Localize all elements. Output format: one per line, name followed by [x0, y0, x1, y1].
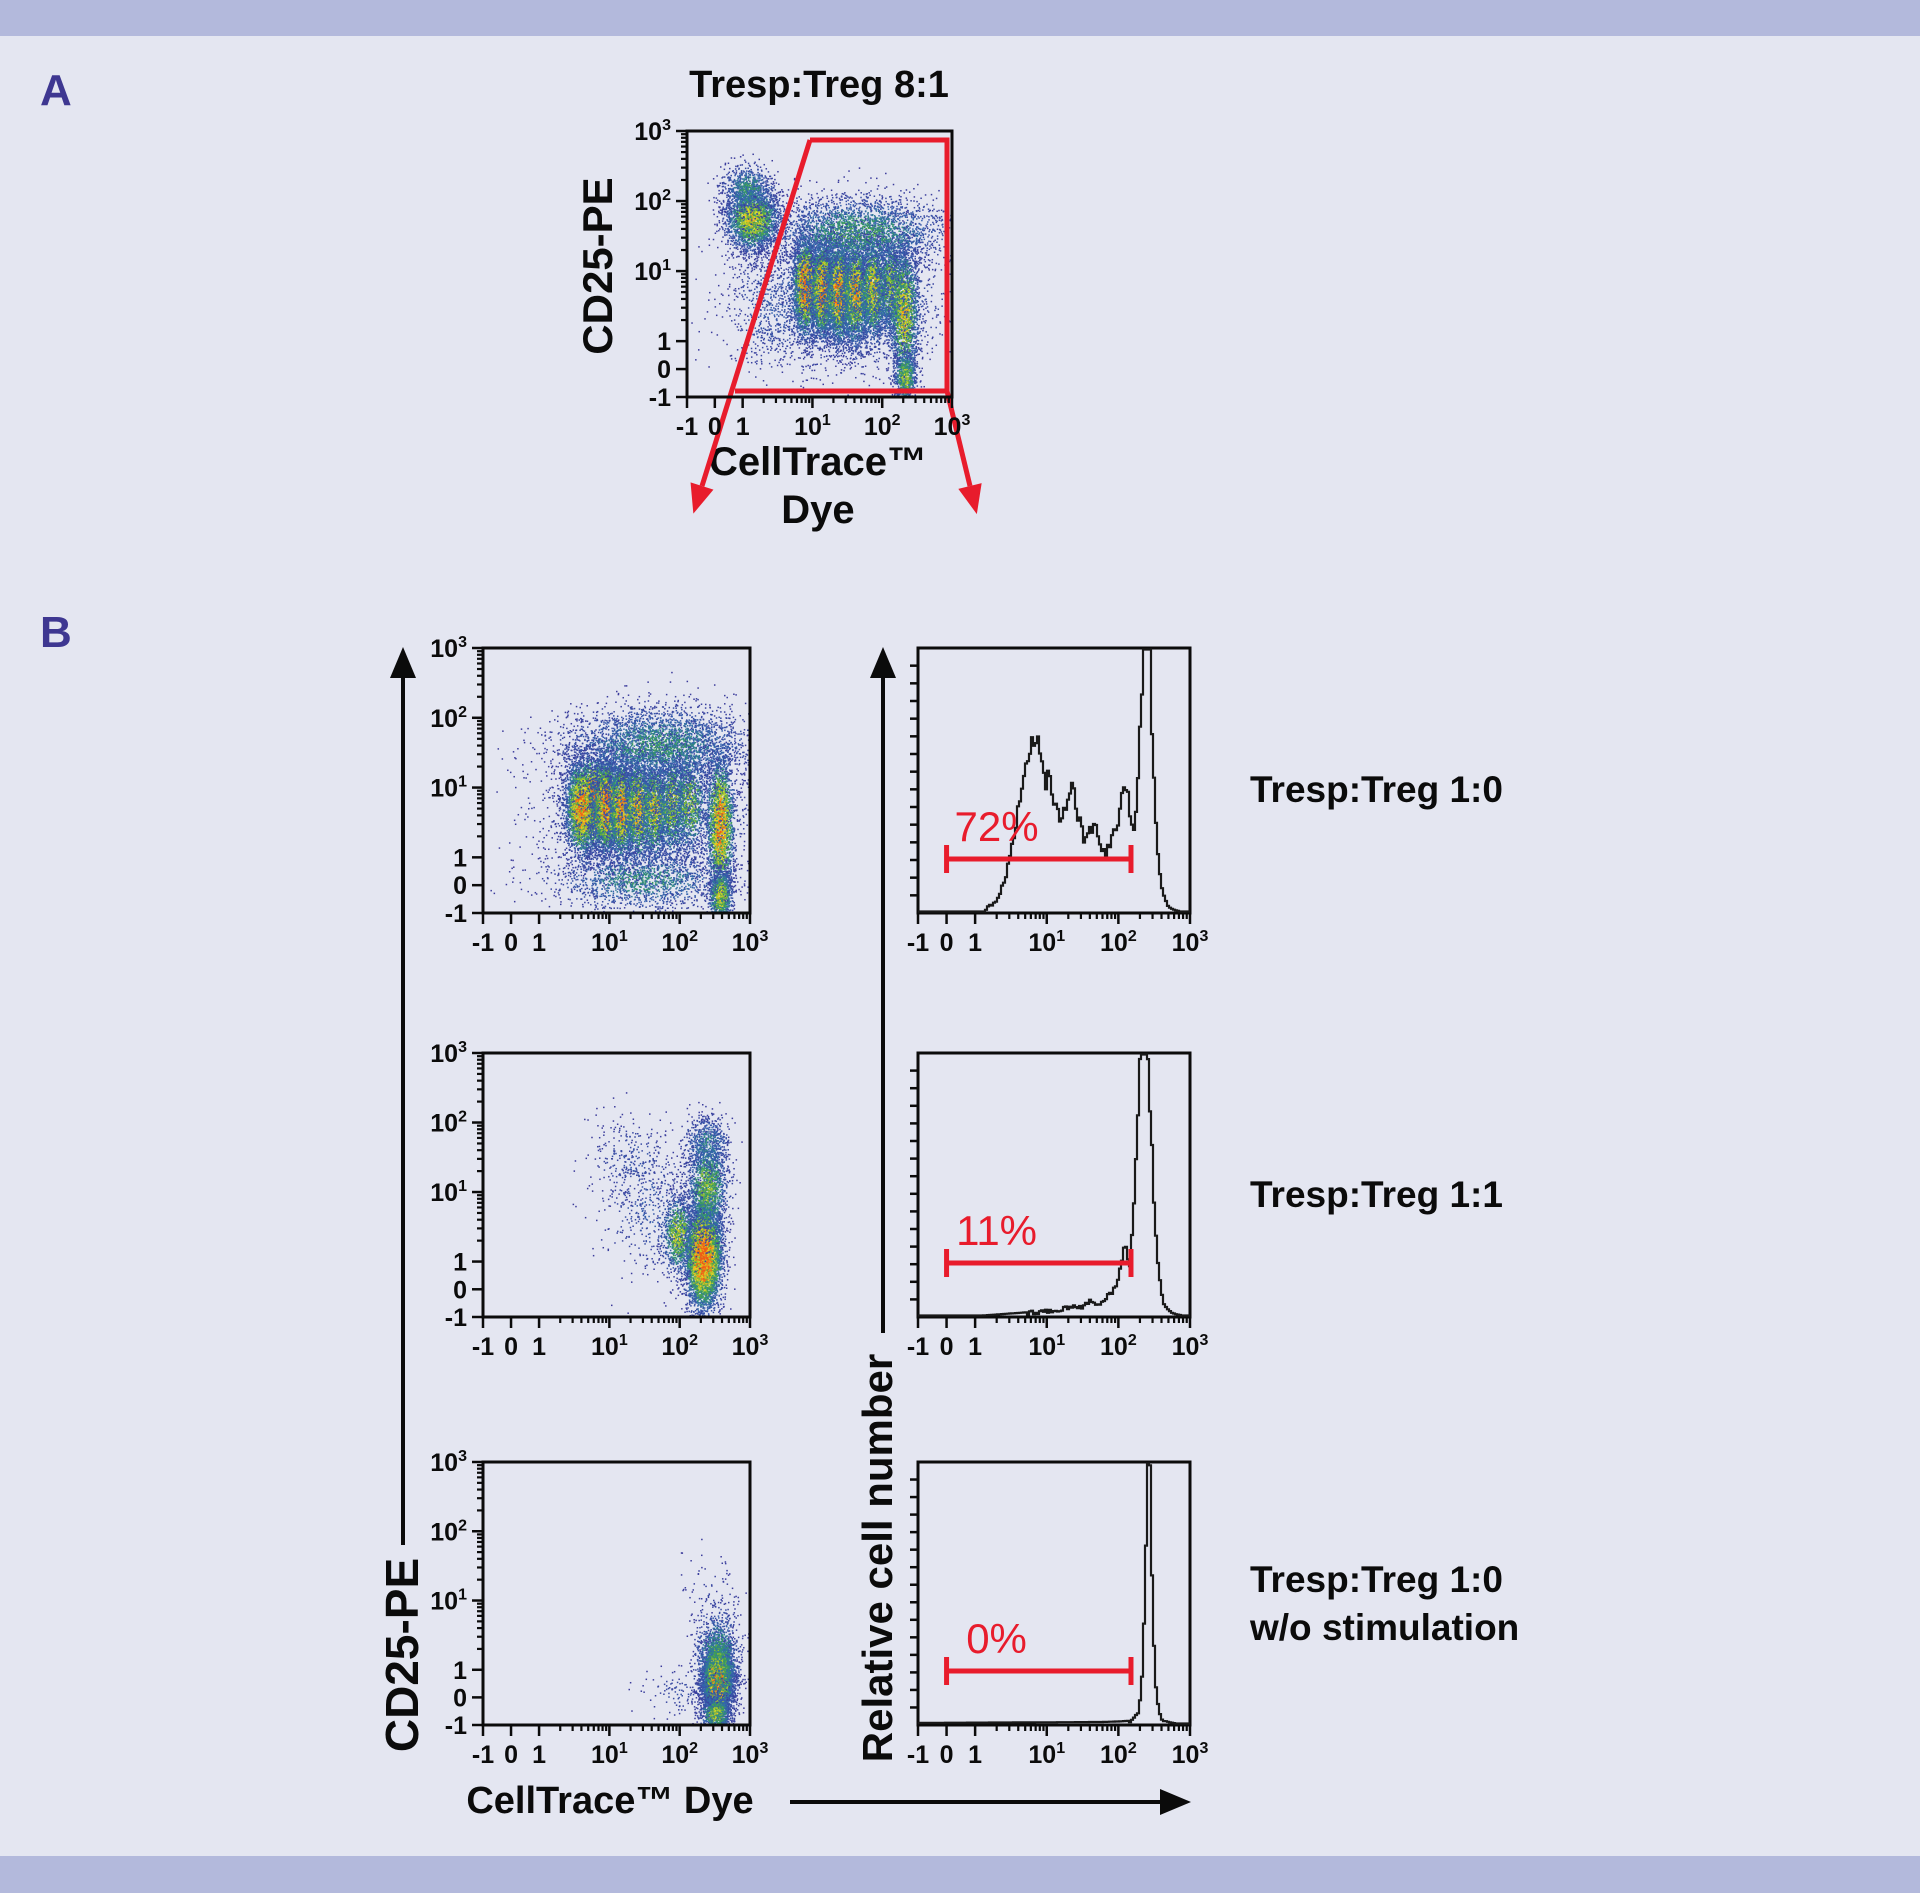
svg-text:1: 1: [453, 844, 467, 872]
svg-text:102: 102: [661, 928, 698, 957]
svg-text:1: 1: [532, 929, 546, 957]
svg-text:102: 102: [1100, 1740, 1137, 1769]
svg-text:103: 103: [1172, 928, 1209, 957]
svg-text:0: 0: [453, 1276, 467, 1304]
svg-text:0: 0: [453, 872, 467, 900]
panel-b-letter: B: [40, 608, 72, 657]
svg-text:103: 103: [732, 928, 769, 957]
svg-text:1: 1: [532, 1741, 546, 1769]
svg-text:101: 101: [634, 257, 671, 286]
svg-text:101: 101: [430, 1587, 467, 1616]
panel-b-x-axis-label: CellTrace™ Dye: [466, 1780, 754, 1822]
svg-text:101: 101: [591, 928, 628, 957]
panel-a-x-axis-label-line2: Dye: [781, 488, 855, 532]
svg-text:103: 103: [634, 117, 671, 146]
svg-text:0: 0: [940, 1741, 954, 1769]
svg-text:0: 0: [940, 1333, 954, 1361]
svg-text:-1: -1: [676, 413, 698, 441]
svg-text:102: 102: [661, 1740, 698, 1769]
svg-text:11%: 11%: [956, 1207, 1037, 1254]
svg-text:101: 101: [591, 1332, 628, 1361]
svg-text:103: 103: [934, 412, 971, 441]
svg-text:102: 102: [430, 704, 467, 733]
svg-text:0: 0: [504, 929, 518, 957]
svg-text:-1: -1: [907, 929, 929, 957]
bottom-band: [0, 1856, 1920, 1893]
svg-text:1: 1: [968, 1333, 982, 1361]
svg-text:101: 101: [430, 1178, 467, 1207]
svg-text:101: 101: [1028, 1740, 1065, 1769]
svg-text:103: 103: [1172, 1740, 1209, 1769]
svg-text:-1: -1: [445, 1304, 467, 1332]
svg-text:103: 103: [430, 1039, 467, 1068]
svg-text:101: 101: [1028, 1332, 1065, 1361]
svg-text:-1: -1: [907, 1741, 929, 1769]
svg-text:101: 101: [591, 1740, 628, 1769]
svg-text:102: 102: [1100, 1332, 1137, 1361]
svg-text:1: 1: [453, 1249, 467, 1277]
density-plot-row1: [483, 648, 750, 913]
svg-text:1: 1: [968, 1741, 982, 1769]
density-plot-row2: [483, 1053, 750, 1317]
panel-a-x-axis-label-line1: CellTrace™: [709, 440, 927, 484]
svg-text:103: 103: [430, 634, 467, 663]
row-label-3-line2: w/o stimulation: [1250, 1607, 1520, 1648]
svg-text:-1: -1: [472, 1333, 494, 1361]
density-plot-row3: [483, 1462, 750, 1725]
panel-a-title: Tresp:Treg 8:1: [689, 64, 949, 106]
svg-text:-1: -1: [472, 1741, 494, 1769]
svg-text:1: 1: [736, 413, 750, 441]
svg-text:102: 102: [430, 1517, 467, 1546]
svg-text:103: 103: [430, 1448, 467, 1477]
svg-text:101: 101: [430, 774, 467, 803]
svg-text:-1: -1: [649, 384, 671, 412]
top-band: [0, 0, 1920, 36]
svg-text:1: 1: [968, 929, 982, 957]
svg-text:102: 102: [1100, 928, 1137, 957]
svg-text:0%: 0%: [966, 1615, 1027, 1662]
svg-text:103: 103: [732, 1740, 769, 1769]
svg-text:101: 101: [1028, 928, 1065, 957]
svg-text:0: 0: [504, 1741, 518, 1769]
row-label-2: Tresp:Treg 1:1: [1250, 1174, 1503, 1215]
svg-text:103: 103: [732, 1332, 769, 1361]
panel-a-density-plot: [687, 131, 952, 397]
svg-text:102: 102: [864, 412, 901, 441]
svg-text:0: 0: [708, 413, 722, 441]
svg-text:102: 102: [634, 187, 671, 216]
svg-text:-1: -1: [907, 1333, 929, 1361]
svg-text:-1: -1: [472, 929, 494, 957]
svg-text:102: 102: [430, 1109, 467, 1138]
row-label-1: Tresp:Treg 1:0: [1250, 769, 1503, 810]
row-label-3-line1: Tresp:Treg 1:0: [1250, 1559, 1503, 1600]
svg-text:102: 102: [661, 1332, 698, 1361]
svg-text:101: 101: [794, 412, 831, 441]
svg-text:0: 0: [504, 1333, 518, 1361]
svg-text:72%: 72%: [955, 803, 1039, 850]
svg-text:0: 0: [940, 929, 954, 957]
panel-a-letter: A: [40, 66, 72, 115]
svg-text:1: 1: [657, 328, 671, 356]
svg-text:0: 0: [453, 1684, 467, 1712]
svg-text:-1: -1: [445, 1712, 467, 1740]
svg-text:1: 1: [532, 1333, 546, 1361]
svg-text:103: 103: [1172, 1332, 1209, 1361]
svg-text:0: 0: [657, 356, 671, 384]
svg-text:1: 1: [453, 1657, 467, 1685]
svg-text:-1: -1: [445, 900, 467, 928]
